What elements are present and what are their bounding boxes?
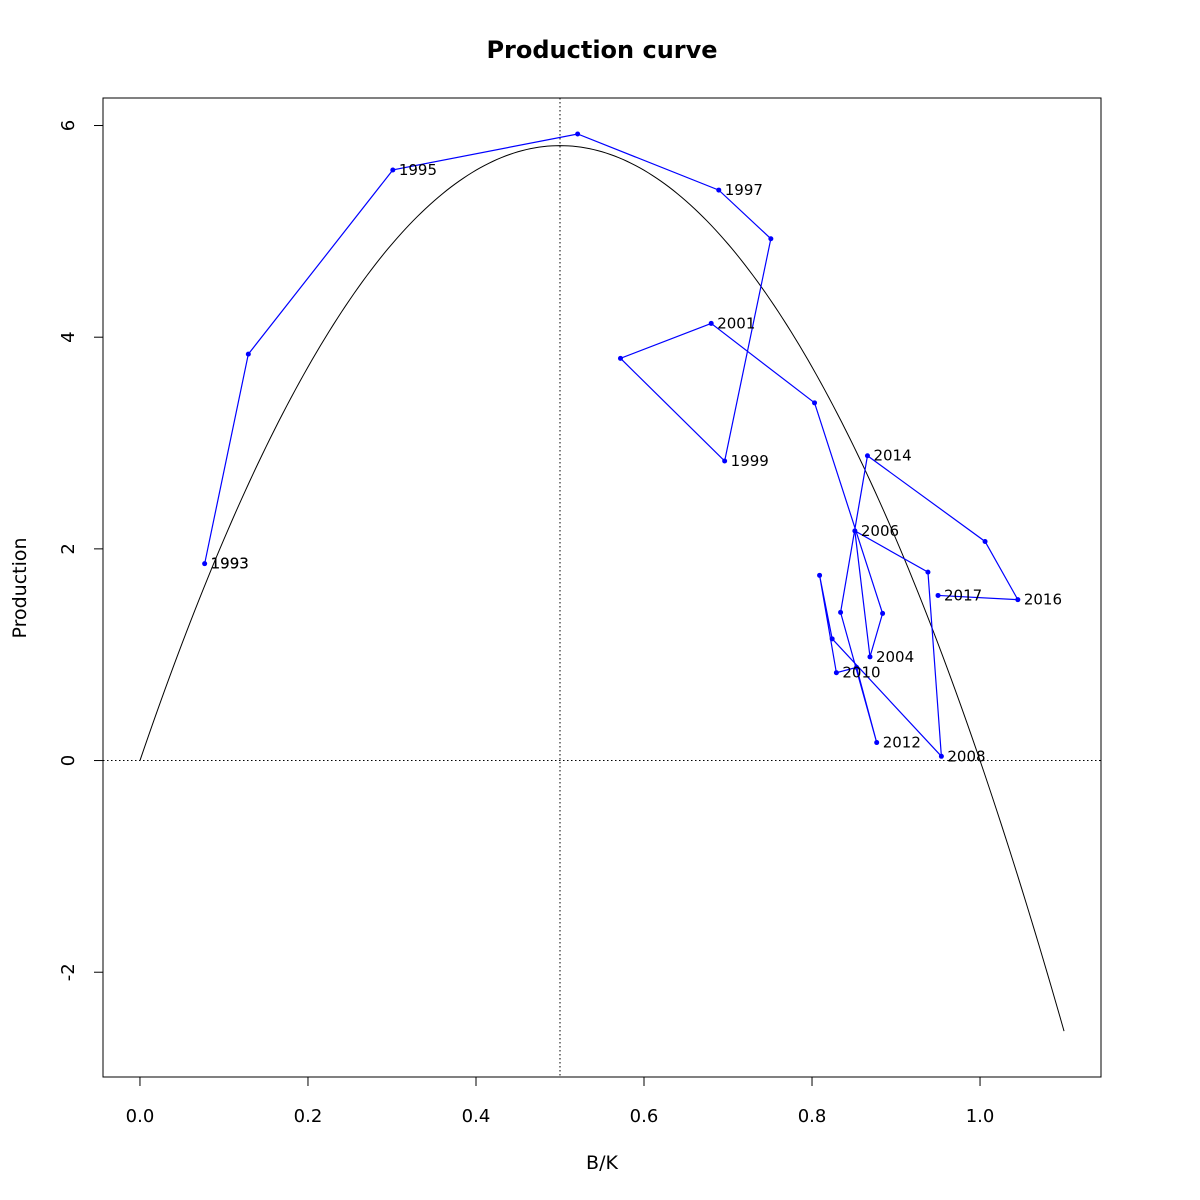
data-point-2010: [833, 670, 839, 676]
year-label-2008: 2008: [947, 747, 985, 765]
x-tick-label-4: 0.8: [798, 1106, 827, 1127]
data-point-2003: [880, 610, 886, 616]
data-point-1996: [575, 131, 581, 137]
year-label-2001: 2001: [717, 314, 755, 332]
data-point-2014: [864, 453, 870, 459]
year-label-2012: 2012: [883, 734, 921, 752]
x-axis-label: B/K: [586, 1152, 618, 1174]
data-point-1997: [716, 187, 722, 193]
year-labels: 1993 1995 1997 1999 2001 2004 2006 2008 2010 2012…: [211, 161, 1062, 765]
production-curve: [139, 145, 1065, 1032]
y-tick-label-2: 2: [58, 543, 79, 554]
data-point-2009: [817, 572, 823, 578]
year-label-1995: 1995: [399, 161, 437, 179]
reference-lines: [103, 98, 1101, 1077]
x-tick-label-0: 0.0: [126, 1106, 155, 1127]
year-label-1999: 1999: [731, 452, 769, 470]
year-label-2016: 2016: [1024, 591, 1062, 609]
x-tick-label-2: 0.4: [462, 1106, 491, 1127]
data-point-2000: [617, 355, 623, 361]
y-tick-label-0: -2: [58, 963, 79, 981]
y-tick-label-4: 6: [58, 120, 79, 131]
data-point-2007: [938, 753, 944, 759]
x-tick-label-3: 0.6: [630, 1106, 659, 1127]
year-label-2004: 2004: [876, 648, 914, 666]
series-layer: [202, 131, 1021, 759]
y-axis-label: Production: [9, 537, 31, 638]
year-label-extra-0: 1993: [211, 555, 249, 573]
data-point-2016: [1015, 597, 1021, 603]
data-point-1994: [245, 351, 251, 357]
data-point-2004: [867, 654, 873, 660]
year-label-2006: 2006: [861, 522, 899, 540]
production-curve-line: [139, 145, 1065, 1032]
chart-title: Production curve: [486, 36, 717, 64]
data-point-2011: [854, 664, 860, 670]
y-axis: -2 0 2 4 6: [58, 120, 104, 981]
data-point-2008: [829, 636, 835, 642]
data-point-2012: [874, 740, 880, 746]
year-label-2014: 2014: [873, 447, 911, 465]
data-point-2013: [838, 609, 844, 615]
y-tick-label-3: 4: [58, 331, 79, 342]
year-label-1993: 1993: [211, 555, 249, 573]
data-point-2015: [982, 538, 988, 544]
data-point-2002: [812, 400, 818, 406]
data-point-1993: [202, 561, 208, 567]
data-point-2005: [852, 528, 858, 534]
x-tick-label-1: 0.2: [294, 1106, 323, 1127]
year-label-2010: 2010: [842, 664, 880, 682]
data-point-1999: [722, 458, 728, 464]
data-point-1995: [390, 167, 396, 173]
data-point-1998: [768, 236, 774, 242]
x-tick-label-5: 1.0: [966, 1106, 995, 1127]
data-point-2001: [708, 320, 714, 326]
year-label-1997: 1997: [725, 181, 763, 199]
year-label-2017: 2017: [944, 586, 982, 604]
data-point-2006: [925, 569, 931, 575]
x-axis: 0.0 0.2 0.4 0.6 0.8 1.0: [126, 1076, 995, 1127]
y-tick-label-1: 0: [58, 755, 79, 766]
data-point-2017: [935, 592, 941, 598]
